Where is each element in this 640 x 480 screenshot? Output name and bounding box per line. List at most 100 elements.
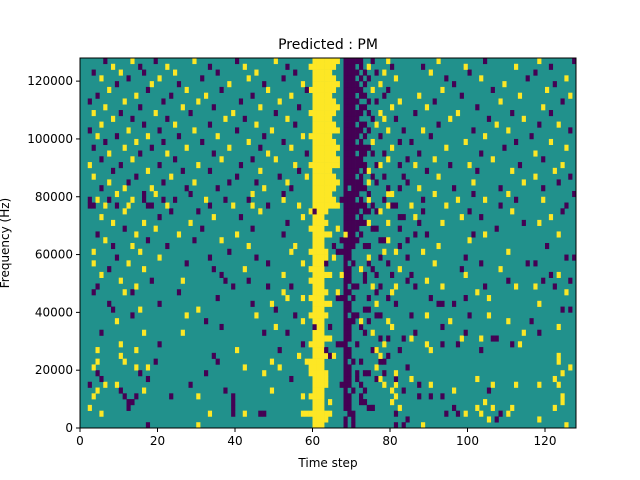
heatmap-cell: [459, 335, 464, 342]
heatmap-cell: [258, 104, 263, 111]
heatmap-cell: [91, 144, 96, 151]
heatmap-cell: [343, 306, 348, 313]
heatmap-cell: [262, 81, 267, 88]
heatmap-cell: [312, 237, 317, 244]
heatmap-cell: [378, 312, 383, 319]
heatmap-cell: [273, 306, 278, 313]
heatmap-cell: [200, 138, 205, 146]
heatmap-cell: [351, 422, 356, 429]
heatmap-cell: [331, 150, 337, 157]
heatmap-cell: [142, 329, 147, 336]
heatmap-cell: [494, 225, 499, 232]
heatmap-cell: [285, 63, 290, 70]
heatmap-cell: [355, 185, 360, 192]
heatmap-cell: [219, 237, 224, 244]
heatmap-cell: [312, 318, 317, 325]
heatmap-cell: [207, 410, 213, 417]
heatmap-cell: [362, 162, 368, 169]
heatmap-cell: [343, 121, 348, 128]
heatmap-cell: [448, 162, 453, 169]
heatmap-cell: [308, 63, 313, 70]
heatmap-cell: [316, 295, 321, 302]
heatmap-cell: [506, 410, 511, 417]
heatmap-cell: [300, 318, 306, 325]
heatmap-cell: [320, 214, 325, 221]
heatmap-cell: [227, 179, 232, 186]
heatmap-cell: [409, 271, 414, 278]
heatmap-cell: [324, 75, 329, 82]
heatmap-cell: [359, 104, 364, 111]
heatmap-cell: [355, 225, 360, 232]
y-tick-label: 100000: [27, 132, 73, 146]
heatmap-cell: [324, 86, 329, 93]
heatmap-cell: [378, 254, 383, 261]
heatmap-cell: [312, 133, 317, 140]
heatmap-cell: [215, 358, 220, 365]
heatmap-cell: [428, 381, 433, 388]
heatmap-cell: [188, 110, 193, 117]
heatmap-cell: [378, 162, 383, 169]
heatmap-cell: [316, 266, 321, 273]
heatmap-cell: [417, 150, 422, 157]
heatmap-cell: [273, 110, 278, 117]
heatmap-cell: [95, 358, 100, 365]
heatmap-cell: [343, 150, 348, 157]
heatmap-cell: [424, 312, 430, 319]
heatmap-cell: [331, 144, 337, 151]
heatmap-cell: [351, 190, 356, 198]
heatmap-cell: [312, 381, 317, 388]
heatmap-cell: [328, 231, 333, 238]
heatmap-cell: [312, 329, 317, 336]
heatmap-cell: [479, 410, 484, 417]
x-tick-label: 20: [150, 434, 165, 448]
heatmap-cell: [107, 300, 112, 307]
heatmap-cell: [320, 104, 325, 111]
heatmap-cell: [328, 399, 333, 406]
heatmap-cell: [308, 393, 313, 400]
heatmap-cell: [153, 190, 158, 198]
heatmap-cell: [459, 266, 464, 273]
heatmap-cell: [517, 162, 523, 169]
heatmap-cell: [331, 110, 337, 117]
heatmap-cell: [312, 387, 317, 394]
heatmap-cell: [568, 92, 573, 99]
heatmap-cell: [514, 283, 519, 290]
heatmap-cell: [103, 237, 108, 244]
heatmap-cell: [320, 121, 325, 128]
heatmap-cell: [328, 115, 333, 122]
heatmap-cell: [111, 243, 116, 250]
heatmap-cell: [378, 283, 383, 290]
heatmap-cell: [324, 110, 329, 117]
heatmap-cell: [510, 208, 515, 215]
heatmap-cell: [393, 248, 399, 255]
heatmap-cell: [320, 127, 325, 134]
heatmap-cell: [331, 75, 337, 82]
heatmap-cell: [432, 190, 437, 198]
heatmap-cell: [331, 121, 337, 128]
heatmap-cell: [316, 225, 321, 232]
heatmap-cell: [324, 173, 329, 180]
heatmap-cell: [343, 266, 348, 273]
heatmap-cell: [231, 399, 236, 406]
heatmap-cell: [463, 254, 468, 261]
heatmap-cell: [393, 410, 399, 417]
heatmap-cell: [188, 190, 193, 198]
heatmap-cell: [114, 133, 120, 140]
heatmap-cell: [479, 260, 484, 267]
heatmap-cell: [324, 156, 329, 163]
heatmap-cell: [312, 364, 317, 371]
heatmap-cell: [215, 295, 220, 302]
heatmap-cell: [413, 231, 418, 238]
heatmap-cell: [347, 81, 352, 88]
heatmap-cell: [339, 295, 344, 302]
heatmap-cell: [320, 387, 325, 394]
heatmap-cell: [266, 260, 271, 267]
heatmap-cell: [351, 104, 356, 111]
heatmap-cell: [401, 422, 406, 429]
heatmap-cell: [180, 104, 185, 111]
heatmap-cell: [537, 381, 542, 388]
heatmap-cell: [196, 98, 201, 105]
heatmap-cell: [537, 329, 542, 336]
heatmap-cell: [153, 58, 158, 65]
heatmap-cell: [359, 86, 364, 93]
